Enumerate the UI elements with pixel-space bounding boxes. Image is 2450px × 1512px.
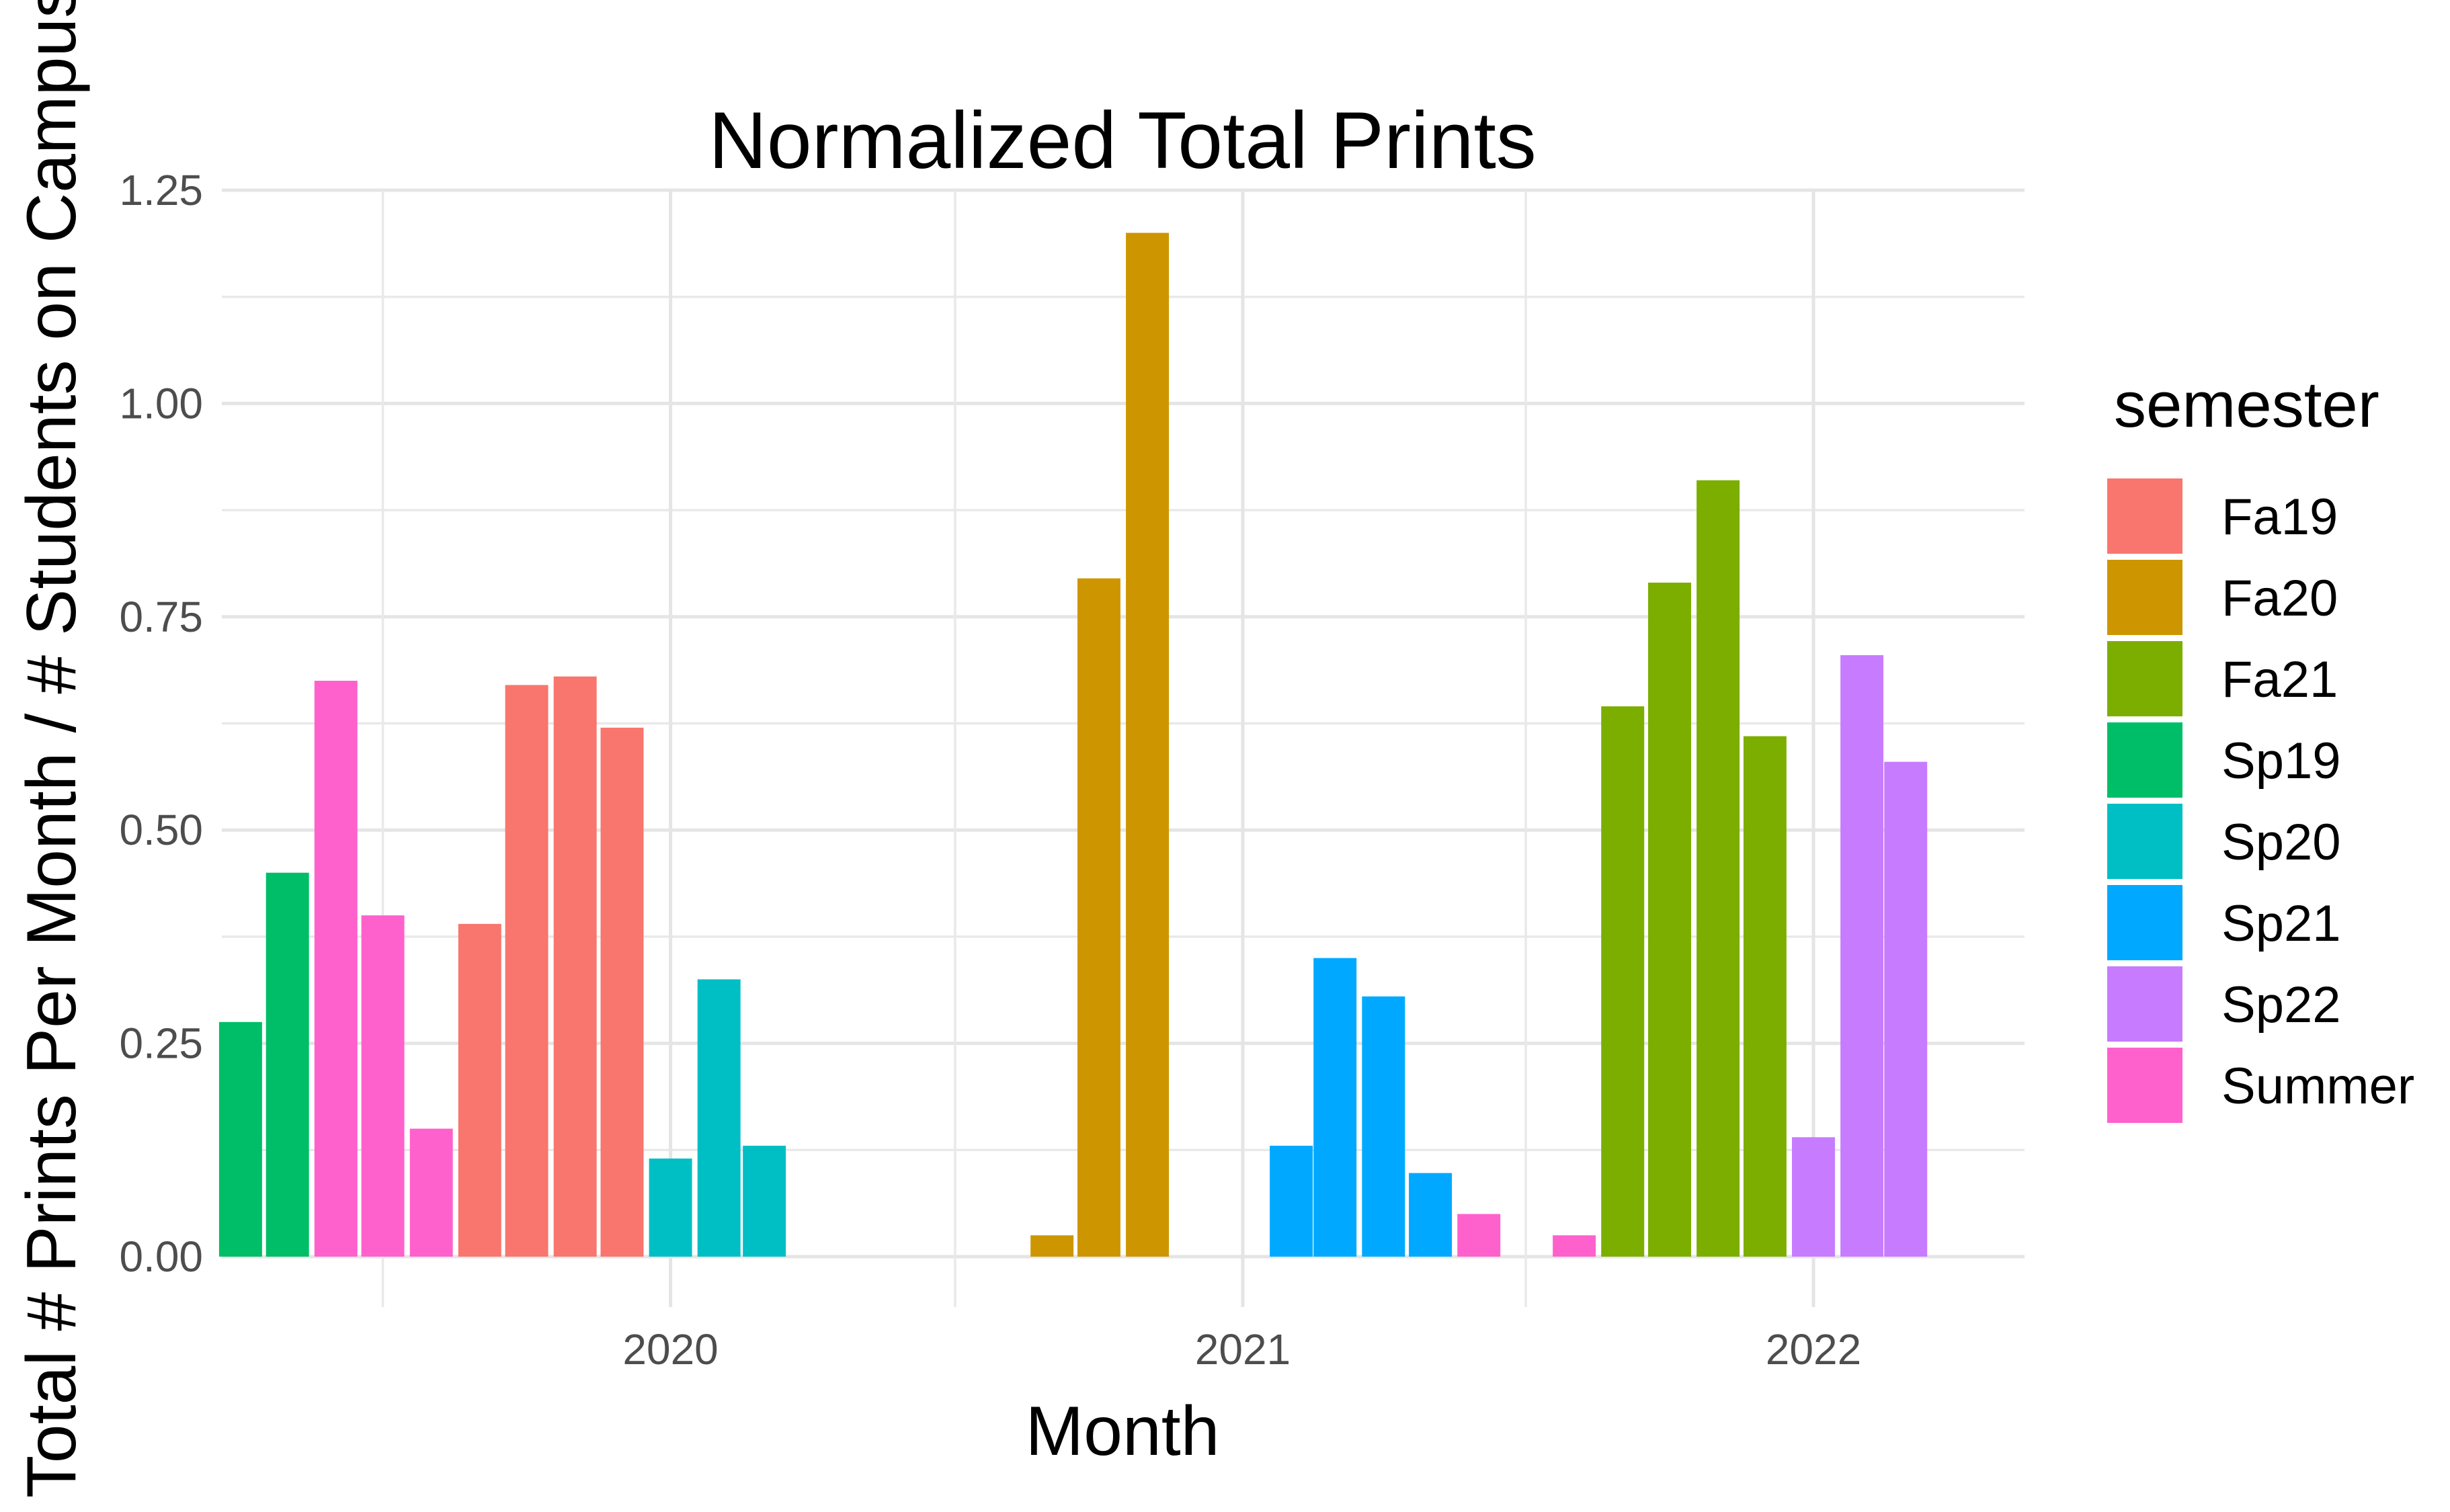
bar-fa21 (1743, 736, 1787, 1257)
bar-sp20 (697, 979, 741, 1257)
bars (218, 233, 1928, 1257)
bar-sp21 (1409, 1173, 1453, 1257)
y-tick-label: 0.50 (119, 806, 203, 854)
bar-sp22 (1884, 761, 1928, 1257)
y-tick-label: 0.25 (119, 1019, 203, 1068)
legend-key-summer (2107, 1048, 2182, 1123)
bar-sp22 (1840, 655, 1884, 1257)
legend: semester Fa19 Fa20 Fa21 Sp19 Sp20 Sp21 Sp22 Sum… (2107, 369, 2414, 1123)
y-axis-title: Total # Prints Per Month / # Students on… (13, 0, 91, 1498)
legend-key-fa21 (2107, 641, 2182, 716)
bar-sp20 (743, 1145, 786, 1257)
legend-label-sp19: Sp19 (2221, 732, 2341, 790)
bar-fa21 (1697, 480, 1740, 1257)
legend-label-sp22: Sp22 (2221, 976, 2341, 1034)
legend-title: semester (2114, 369, 2379, 441)
x-tick-label: 2020 (622, 1325, 718, 1374)
legend-label-fa21: Fa21 (2221, 651, 2338, 708)
legend-label-fa20: Fa20 (2221, 570, 2338, 627)
legend-label-sp21: Sp21 (2221, 895, 2341, 952)
bar-sp19 (218, 1021, 262, 1257)
bar-summer (409, 1128, 453, 1257)
bar-sp19 (266, 872, 309, 1257)
y-tick-label: 0.75 (119, 593, 203, 641)
bar-fa19 (505, 685, 548, 1257)
bar-sp21 (1270, 1145, 1313, 1257)
bar-fa19 (600, 727, 644, 1257)
legend-label-summer: Summer (2221, 1058, 2414, 1115)
legend-key-sp22 (2107, 966, 2182, 1042)
bar-summer (1457, 1214, 1501, 1257)
bar-fa20 (1126, 233, 1170, 1257)
x-axis-title: Month (1025, 1392, 1219, 1470)
bar-fa21 (1647, 583, 1691, 1257)
bar-sp20 (649, 1158, 692, 1257)
bar-fa20 (1030, 1235, 1074, 1257)
bar-fa19 (458, 923, 501, 1257)
legend-label-sp20: Sp20 (2221, 814, 2341, 871)
bar-sp21 (1362, 996, 1405, 1257)
bar-summer (1553, 1235, 1596, 1257)
x-tick-label: 2022 (1766, 1325, 1861, 1374)
bar-sp22 (1791, 1137, 1835, 1257)
legend-key-sp21 (2107, 885, 2182, 960)
legend-items: Fa19 Fa20 Fa21 Sp19 Sp20 Sp21 Sp22 Summer (2107, 478, 2414, 1123)
y-tick-label: 0.00 (119, 1232, 203, 1281)
chart-title: Normalized Total Prints (708, 95, 1537, 185)
legend-key-fa20 (2107, 560, 2182, 635)
bar-sp21 (1313, 958, 1357, 1257)
tick-labels: 0.00 0.25 0.50 0.75 1.00 1.25 2020 2021 2022 (119, 166, 1861, 1374)
bar-fa21 (1601, 706, 1645, 1257)
bar-summer (361, 915, 405, 1257)
legend-label-fa19: Fa19 (2221, 489, 2338, 546)
bar-fa20 (1077, 578, 1120, 1257)
bar-fa19 (553, 676, 597, 1257)
y-tick-label: 1.25 (119, 166, 203, 214)
legend-key-sp19 (2107, 722, 2182, 798)
legend-key-fa19 (2107, 478, 2182, 554)
legend-key-sp20 (2107, 804, 2182, 879)
x-tick-label: 2021 (1195, 1325, 1291, 1374)
bar-summer (314, 681, 358, 1257)
y-tick-label: 1.00 (119, 379, 203, 427)
